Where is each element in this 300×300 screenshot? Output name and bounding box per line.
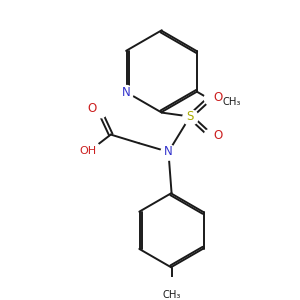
Text: O: O: [214, 91, 223, 104]
Text: O: O: [87, 102, 97, 115]
Text: N: N: [164, 145, 173, 158]
Text: CH₃: CH₃: [222, 97, 241, 107]
Text: N: N: [122, 85, 130, 98]
Text: CH₃: CH₃: [162, 290, 181, 300]
Text: OH: OH: [80, 146, 97, 156]
Text: O: O: [214, 129, 223, 142]
Text: S: S: [186, 110, 194, 123]
